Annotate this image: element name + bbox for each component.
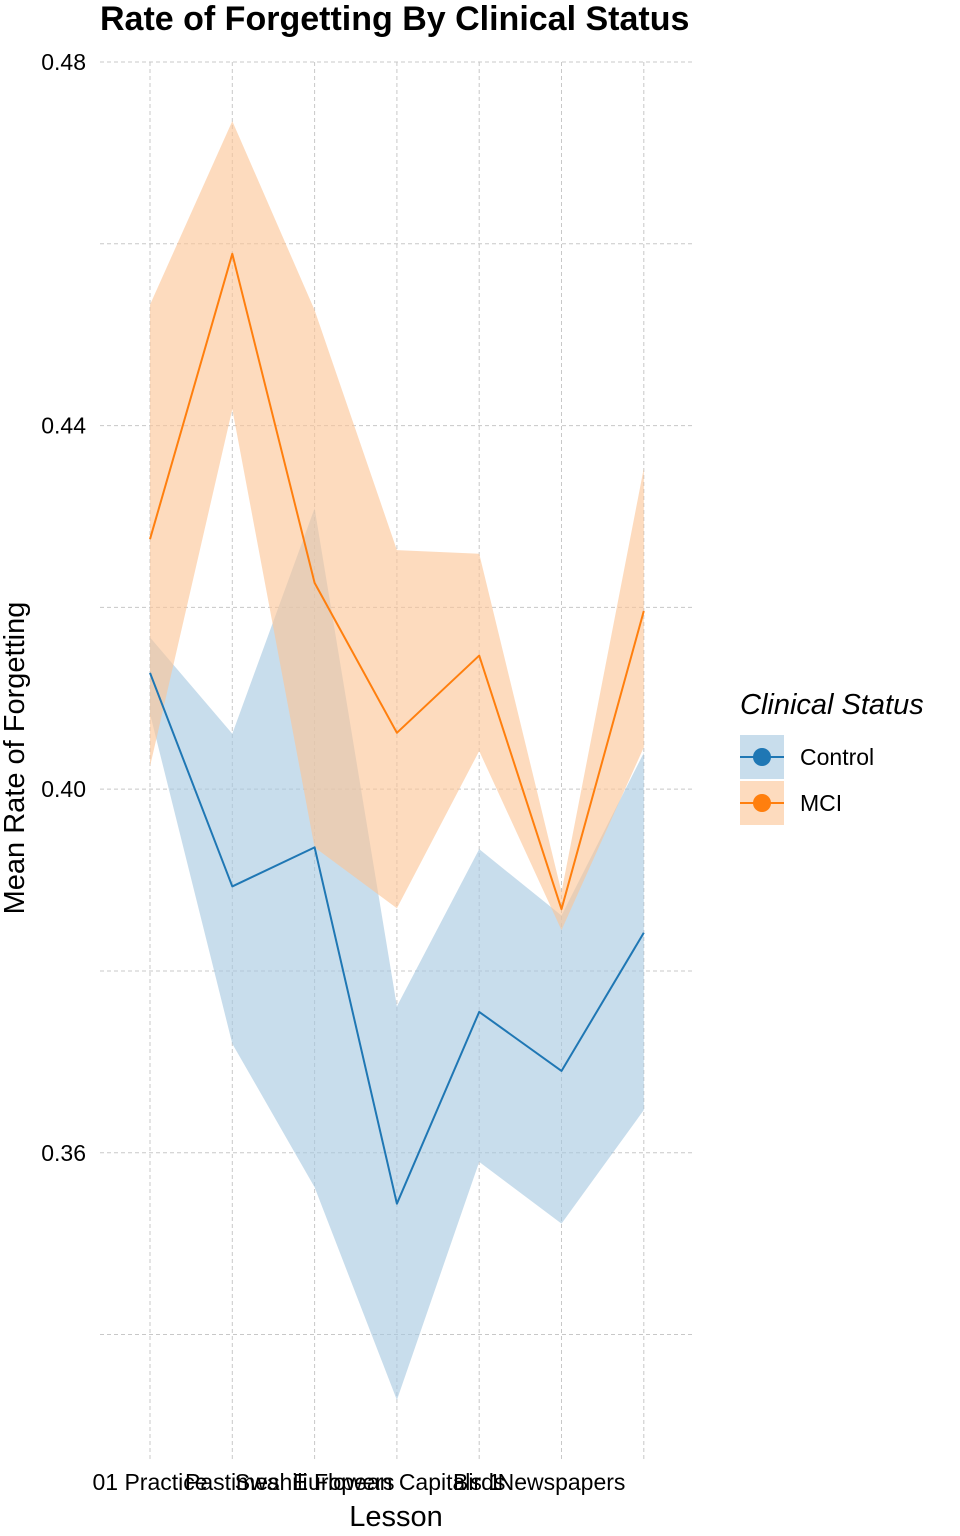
legend-title: Clinical Status [740,689,924,721]
y-tick-label: 0.48 [41,49,86,75]
confidence-ribbons [150,121,644,1401]
y-tick-label: 0.36 [41,1140,86,1166]
x-tick-label: Newspapers [498,1469,626,1495]
legend-label: Control [800,744,874,770]
legend-keys: Control MCI [740,735,874,825]
x-tick-label: Swahili Flowers [235,1469,395,1495]
x-axis-title: Lesson [349,1501,443,1533]
legend: Clinical Status Control MCI [740,689,924,825]
x-tick-label: Pastimes [185,1469,280,1495]
legend-key-marker [753,748,771,766]
ribbon-control [150,508,644,1401]
legend-label: MCI [800,790,842,816]
series-line-control [149,672,645,1205]
x-tick-label: European Capitals 1 [293,1469,501,1495]
y-axis-title: Mean Rate of Forgetting [0,602,31,915]
y-axis-tick-labels: 0.36 0.40 0.44 0.48 [41,49,86,1166]
legend-key-marker [753,794,771,812]
series-line-mci [149,252,645,911]
series-lines [149,252,645,1205]
ribbon-mci [150,121,644,931]
y-tick-label: 0.44 [41,413,86,439]
y-tick-label: 0.40 [41,776,86,802]
chart-title: Rate of Forgetting By Clinical Status [100,0,689,38]
x-tick-label: Birds [453,1469,505,1495]
x-tick-label: 01 Practice [92,1469,207,1495]
